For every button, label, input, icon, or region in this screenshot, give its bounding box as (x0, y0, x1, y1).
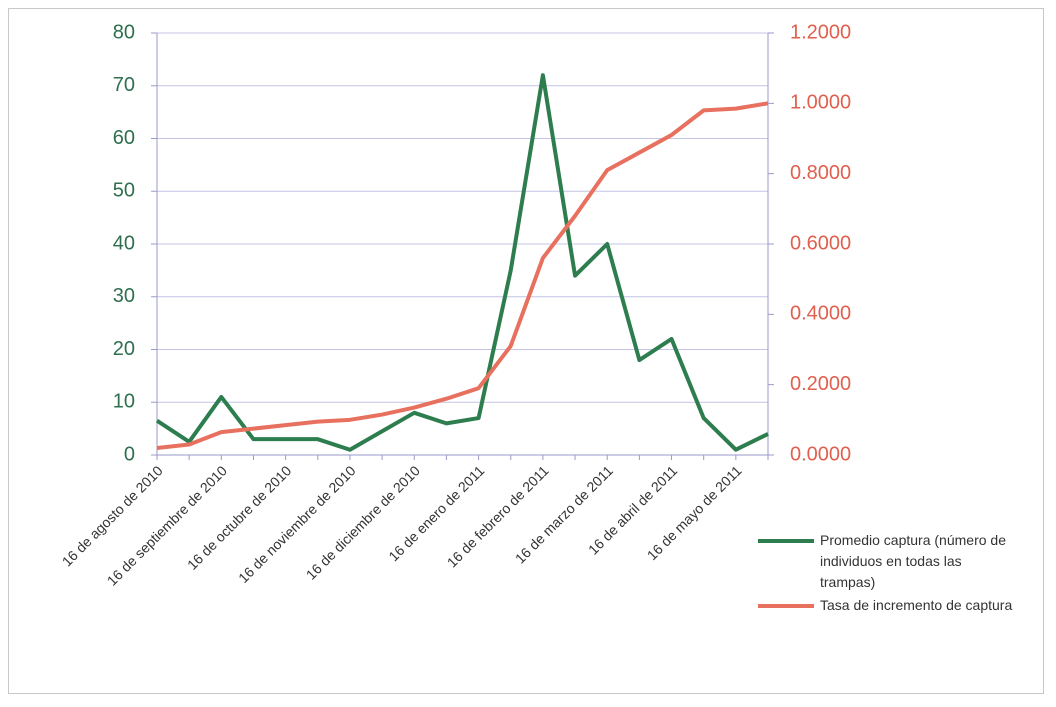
legend-swatch (758, 604, 814, 608)
y2-tick-label: 0.8000 (790, 162, 851, 184)
chart-frame (8, 8, 1044, 694)
y-tick-label: 0 (124, 443, 135, 465)
y2-tick-label: 0.0000 (790, 443, 851, 465)
y2-tick-label: 0.6000 (790, 232, 851, 254)
y-tick-label: 80 (113, 21, 135, 43)
y-tick-label: 60 (113, 127, 135, 149)
legend-label: Promedio captura (número de individuos e… (820, 532, 1006, 590)
x-tick-label: 16 de octubre de 2010 (184, 462, 295, 573)
x-tick-label: 16 de diciembre de 2010 (303, 462, 423, 582)
line (155, 73, 769, 452)
y2-tick-label: 0.4000 (790, 303, 851, 325)
y2-tick-label: 1.0000 (790, 92, 851, 114)
y2-tick-label: 0.2000 (790, 373, 851, 395)
y-tick-label: 20 (113, 338, 135, 360)
legend: Promedio captura (número de individuos e… (758, 530, 1048, 618)
y-tick-label: 70 (113, 74, 135, 96)
x-tick-label: 16 de noviembre de 2010 (235, 462, 359, 586)
legend-item: Promedio captura (número de individuos e… (758, 530, 1048, 593)
legend-item: Tasa de incremento de captura (758, 595, 1048, 616)
y-tick-label: 30 (113, 285, 135, 307)
legend-label: Tasa de incremento de captura (820, 597, 1013, 613)
x-tick-label: 16 de septiembre de 2010 (104, 462, 230, 588)
y2-tick-label: 1.2000 (790, 21, 851, 43)
y-tick-label: 50 (113, 180, 135, 202)
y-tick-label: 10 (113, 391, 135, 413)
line (156, 101, 769, 450)
y-tick-label: 40 (113, 232, 135, 254)
legend-swatch (758, 539, 814, 543)
